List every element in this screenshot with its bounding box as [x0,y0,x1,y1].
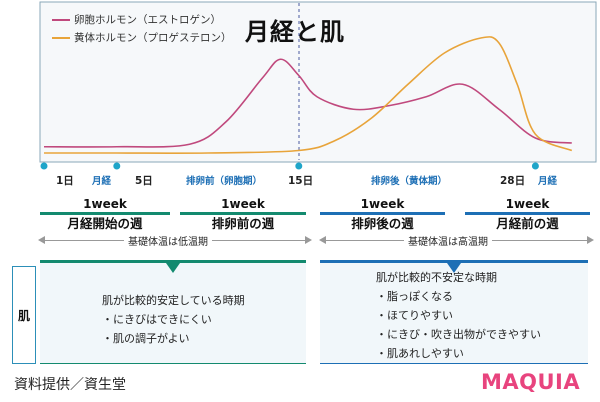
source-credit: 資料提供／資生堂 [14,377,126,393]
day15-label: 15日 [288,175,314,187]
panel-unstable-arrow [447,263,461,273]
panel-line: ・にきび・吹き出物ができやすい [376,328,541,341]
timeline-dot [113,162,121,170]
timeline-dot [295,162,303,170]
week-name: 排卵前の週 [211,216,275,231]
legend-estrogen-label: 卵胞ホルモン（エストロゲン） [74,14,221,26]
week-name: 月経前の週 [496,216,559,231]
legend-progesterone-swatch [52,36,70,39]
legend-progesterone: 黄体ホルモン（プロゲステロン） [52,30,232,45]
brand-logo: MAQUIA [481,370,581,394]
panel-line: ・肌の調子がよい [102,332,190,345]
week-top-label: 1week [505,197,550,211]
temp-high-label: 基礎体温は高温期 [404,233,492,248]
panel-line: ・脂っぽくなる [376,290,453,303]
chart-frame [39,1,597,163]
week-top-label: 1week [360,197,405,211]
week-pre-menses: 1week 月経前の週 [465,196,590,232]
temp-low-arrow-left [38,236,45,244]
page-title: 月経と肌 [245,18,345,46]
week-bar [320,212,445,215]
panel-line: ・肌あれしやすい [376,347,464,360]
phase-pre-label: 排卵前（卵胞期） [186,176,263,187]
panel-stable-text: 肌が比較的安定している時期 ・にきびはできにくい ・肌の調子がよい [102,291,245,348]
panel-line: ・にきびはできにくい [102,313,212,326]
week-top-label: 1week [221,197,265,211]
panel-stable [40,260,306,364]
phase-menses-label: 月経 [92,176,112,187]
skin-label: 肌 [17,308,30,323]
legend-progesterone-label: 黄体ホルモン（プロゲステロン） [74,32,232,44]
panel-line: ・ほてりやすい [376,309,453,322]
panel-top-bar [320,260,588,263]
panel-body [40,263,306,364]
week-top-label: 1week [83,197,127,211]
day28-label: 28日 [500,175,526,187]
legend-estrogen: 卵胞ホルモン（エストロゲン） [52,12,221,27]
panel-line: 肌が比較的不安定な時期 [376,271,497,284]
panel-bottom-line [40,363,306,364]
panel-unstable [320,260,588,364]
day1-label: 1日 [56,175,74,187]
panel-top-bar [40,260,306,263]
week-menses-start: 1week 月経開始の週 [40,196,170,232]
phase-post-label: 排卵後（黄体期） [371,176,448,187]
week-pre-ovulation: 1week 排卵前の週 [180,196,306,232]
hormone-chart [39,1,597,170]
legend-estrogen-swatch [52,18,70,21]
week-bar [465,212,590,215]
timeline-dot [531,162,539,170]
progesterone-curve [44,36,573,154]
panel-bottom-line [320,363,588,364]
week-name: 排卵後の週 [351,216,414,231]
panel-body [320,263,588,364]
estrogen-curve [43,58,572,148]
week-name: 月経開始の週 [67,216,143,231]
week-bar [40,212,170,215]
week-bar [180,212,306,215]
panel-line: 肌が比較的安定している時期 [102,294,245,307]
panel-stable-arrow [166,263,180,273]
panel-unstable-text: 肌が比較的不安定な時期 ・脂っぽくなる ・ほてりやすい ・にきび・吹き出物ができ… [376,268,541,363]
temp-high-arrow-left [319,236,326,244]
temp-low-label: 基礎体温は低温期 [124,233,212,248]
temp-low-arrow-right [305,236,312,244]
timeline-dot [40,162,48,170]
skin-label-box: 肌 [12,266,36,364]
temp-high-arrow-right [587,236,594,244]
phase-menses-end-label: 月経 [538,176,558,187]
week-post-ovulation: 1week 排卵後の週 [320,196,445,232]
day5-label: 5日 [135,175,153,187]
